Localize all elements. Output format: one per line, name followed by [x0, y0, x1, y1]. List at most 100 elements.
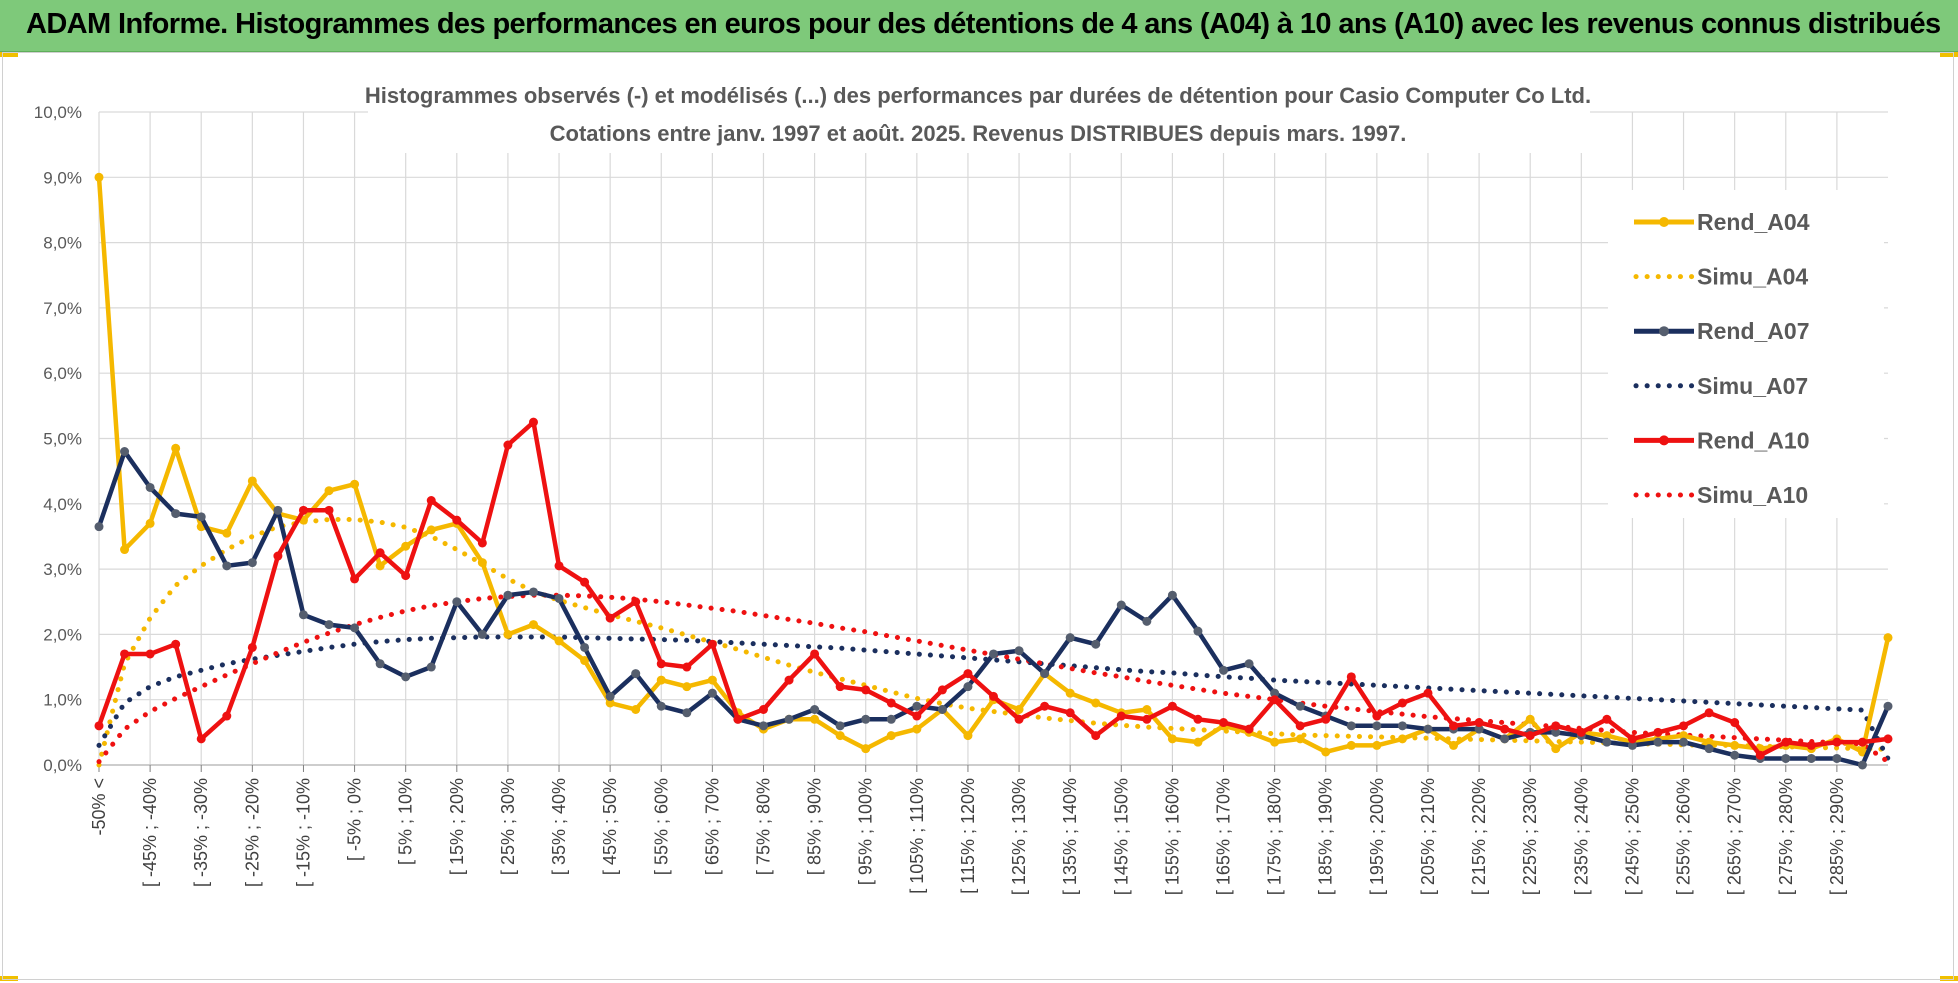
- data-point-rend-a10: [1704, 708, 1714, 718]
- x-tick-label: [ 95% ; 100%: [856, 778, 876, 885]
- x-tick-label: [ 75% ; 80%: [753, 778, 773, 875]
- data-point-rend-a10: [1167, 701, 1177, 711]
- y-tick-label: 6,0%: [43, 364, 82, 383]
- data-point-rend-a10: [273, 551, 283, 561]
- legend-background: [1608, 190, 1884, 518]
- data-point-rend-a10: [1116, 711, 1126, 721]
- data-point-rend-a04: [1065, 688, 1075, 698]
- data-point-rend-a07: [401, 672, 411, 682]
- data-point-rend-a07: [937, 704, 947, 714]
- legend-marker-rend-a04: [1659, 217, 1669, 227]
- legend-marker-rend-a07: [1659, 326, 1669, 337]
- data-point-rend-a10: [196, 734, 206, 744]
- data-point-rend-a04: [1142, 704, 1152, 714]
- data-point-rend-a04: [580, 656, 590, 666]
- x-tick-label: -50% <: [89, 778, 109, 836]
- data-point-rend-a10: [656, 659, 666, 669]
- data-point-rend-a04: [1346, 740, 1356, 750]
- x-tick-label: [ 25% ; 30%: [498, 778, 518, 875]
- chart-title-background: [368, 73, 1590, 153]
- y-tick-label: 1,0%: [43, 691, 82, 710]
- title-banner: ADAM Informe. Histogrammes des performan…: [0, 0, 1958, 52]
- data-point-rend-a10: [1372, 711, 1382, 721]
- data-point-rend-a04: [1679, 731, 1689, 741]
- x-tick-label: [ 85% ; 90%: [805, 778, 825, 875]
- x-axis-ticks: -50% < [ -45% ; -40% [ -35% ; -30% [ -25% ;…: [89, 765, 1847, 895]
- data-point-rend-a04: [1449, 740, 1459, 750]
- x-tick-label: [ 55% ; 60%: [651, 778, 671, 875]
- x-tick-label: [ 5% ; 10%: [396, 778, 416, 865]
- legend-label-simu-a10: Simu_A10: [1697, 482, 1808, 508]
- data-point-rend-a10: [554, 561, 564, 571]
- y-axis-ticks: 0,0% 1,0% 2,0% 3,0% 4,0% 5,0% 6,0% 7,0% 8,0% 9,0%…: [34, 103, 82, 775]
- x-tick-label: [ 45% ; 50%: [600, 778, 620, 875]
- data-point-rend-a10: [1602, 714, 1612, 724]
- data-point-rend-a10: [1193, 714, 1203, 724]
- data-point-rend-a10: [861, 685, 871, 695]
- data-point-rend-a04: [528, 620, 538, 630]
- data-point-rend-a10: [733, 714, 743, 724]
- data-point-rend-a07: [810, 704, 820, 714]
- data-point-rend-a10: [1730, 718, 1740, 728]
- data-point-rend-a10: [1397, 698, 1407, 708]
- data-point-rend-a07: [273, 505, 283, 515]
- data-point-rend-a07: [1346, 721, 1356, 731]
- data-point-rend-a04: [886, 731, 896, 741]
- data-point-rend-a10: [810, 649, 820, 659]
- data-point-rend-a04: [401, 541, 411, 551]
- corner-mark-bottom-left: [0, 976, 18, 981]
- data-point-rend-a07: [1116, 600, 1126, 610]
- data-point-rend-a07: [605, 691, 615, 701]
- data-point-rend-a10: [477, 538, 487, 548]
- data-point-rend-a04: [477, 558, 487, 568]
- data-point-rend-a10: [1346, 672, 1356, 682]
- data-point-rend-a04: [682, 682, 692, 692]
- data-point-rend-a10: [503, 440, 513, 450]
- data-point-rend-a10: [707, 639, 717, 649]
- data-point-rend-a10: [1065, 708, 1075, 718]
- data-point-rend-a07: [1704, 744, 1714, 754]
- x-tick-label: [ 225% ; 230%: [1520, 778, 1540, 895]
- data-point-rend-a07: [324, 620, 334, 630]
- data-point-rend-a04: [1091, 698, 1101, 708]
- data-point-rend-a10: [1244, 724, 1254, 734]
- data-point-rend-a07: [1806, 753, 1816, 763]
- data-point-rend-a07: [1270, 688, 1280, 698]
- y-tick-label: 3,0%: [43, 560, 82, 579]
- data-point-rend-a07: [1167, 590, 1177, 600]
- data-point-rend-a07: [1219, 665, 1229, 675]
- data-point-rend-a07: [171, 509, 181, 519]
- data-point-rend-a04: [631, 704, 641, 714]
- series-line-simu-a07: [96, 634, 1891, 761]
- legend-marker-rend-a10: [1659, 435, 1669, 446]
- data-point-rend-a07: [1014, 646, 1024, 656]
- data-point-rend-a07: [1500, 734, 1510, 744]
- data-point-rend-a04: [1193, 737, 1203, 747]
- data-point-rend-a04: [1525, 714, 1535, 724]
- x-tick-label: [ 115% ; 120%: [958, 778, 978, 894]
- data-point-rend-a10: [324, 505, 334, 515]
- data-point-rend-a07: [1883, 701, 1893, 711]
- data-point-rend-a04: [426, 525, 436, 535]
- x-tick-label: [ 15% ; 20%: [447, 778, 467, 875]
- data-point-rend-a07: [861, 714, 871, 724]
- data-point-rend-a07: [912, 701, 922, 711]
- grid-layer: [98, 111, 1888, 766]
- data-point-rend-a04: [324, 486, 334, 496]
- corner-mark-bottom-right: [1940, 976, 1958, 981]
- data-point-rend-a10: [375, 548, 385, 558]
- data-point-rend-a07: [1679, 737, 1689, 747]
- data-point-rend-a10: [171, 639, 181, 649]
- data-point-rend-a10: [145, 649, 155, 659]
- data-point-rend-a07: [1423, 724, 1433, 734]
- legend-label-rend-a04: Rend_A04: [1697, 209, 1810, 235]
- data-point-rend-a07: [1551, 727, 1561, 737]
- data-point-rend-a10: [580, 577, 590, 587]
- data-point-rend-a10: [1014, 714, 1024, 724]
- x-tick-label: [ 135% ; 140%: [1060, 778, 1080, 895]
- data-point-rend-a10: [1576, 727, 1586, 737]
- data-point-rend-a10: [1883, 734, 1893, 744]
- data-point-rend-a07: [1040, 669, 1050, 679]
- x-tick-label: [ -45% ; -40%: [140, 778, 160, 887]
- data-point-rend-a10: [1270, 695, 1280, 705]
